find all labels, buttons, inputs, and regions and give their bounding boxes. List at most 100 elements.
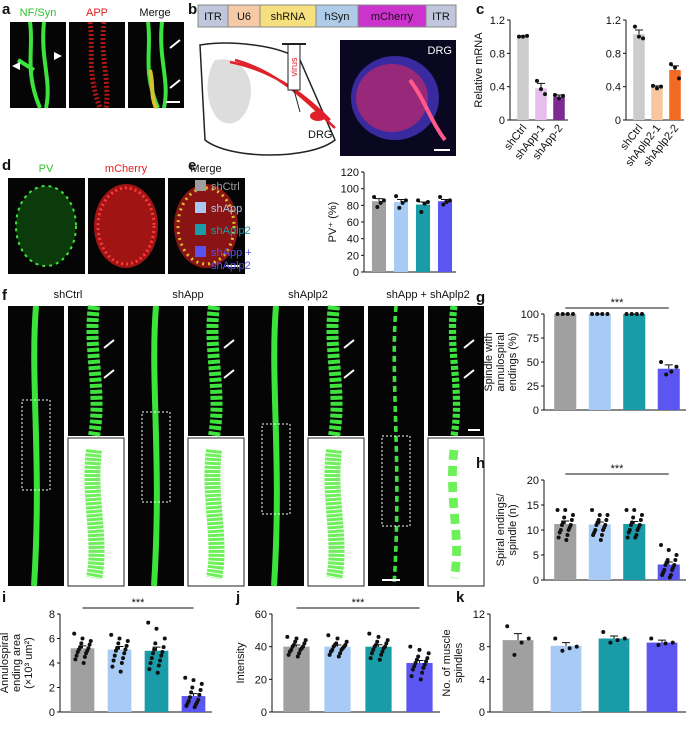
data-point xyxy=(516,34,521,39)
spindle-zoom xyxy=(326,305,343,438)
data-point xyxy=(81,661,86,665)
panel-letter: f xyxy=(2,287,8,304)
bar xyxy=(502,640,534,712)
group-label: shCtrl xyxy=(54,289,83,301)
data-point xyxy=(625,535,630,540)
data-point xyxy=(376,634,381,639)
data-point xyxy=(444,200,449,204)
arrow xyxy=(343,339,355,379)
significance-label: *** xyxy=(352,597,366,609)
data-point xyxy=(113,648,118,653)
bar xyxy=(554,314,577,410)
y-tick-label: 15 xyxy=(527,500,539,512)
data-point xyxy=(666,548,671,552)
data-point xyxy=(567,646,572,651)
y-tick-label: 10 xyxy=(527,525,539,537)
data-point xyxy=(381,198,386,203)
bar xyxy=(107,649,132,712)
data-point xyxy=(555,508,560,512)
micrographs-f: shCtrl shApp shAplp2 shApp + shAplp2 xyxy=(8,289,485,587)
y-tick-label: 8 xyxy=(479,642,485,654)
data-point xyxy=(125,638,130,643)
data-point xyxy=(368,656,373,661)
data-point xyxy=(339,647,344,652)
group-label: shApp + shAplp2 xyxy=(386,289,469,301)
data-point xyxy=(303,638,308,643)
data-point xyxy=(162,636,167,641)
y-axis-label: Intensity xyxy=(235,642,247,683)
data-point xyxy=(110,664,115,669)
data-point xyxy=(286,652,291,657)
data-point xyxy=(426,651,431,656)
y-axis-label: annulospiral xyxy=(495,332,507,391)
bar xyxy=(623,314,646,410)
drg-image: DRG xyxy=(340,40,456,156)
data-point xyxy=(562,515,567,520)
data-point xyxy=(199,681,204,686)
significance-label: *** xyxy=(132,597,146,609)
data-point xyxy=(526,636,531,641)
data-point xyxy=(534,78,539,83)
data-point xyxy=(394,194,399,199)
data-point xyxy=(525,33,530,38)
spindle xyxy=(271,305,280,587)
panel-letter: i xyxy=(2,589,6,606)
y-tick-label: 60 xyxy=(347,217,359,229)
data-point xyxy=(599,533,604,537)
data-point xyxy=(197,692,202,697)
data-point xyxy=(385,638,390,643)
data-point xyxy=(632,508,637,512)
data-point xyxy=(295,654,300,659)
micrographs-a xyxy=(10,21,184,109)
data-point xyxy=(117,636,122,641)
data-point xyxy=(669,369,674,374)
data-point xyxy=(438,195,443,199)
data-point xyxy=(638,518,643,522)
data-point xyxy=(521,34,525,39)
significance-label: *** xyxy=(611,297,625,309)
construct-label: ITR xyxy=(432,11,450,23)
data-point xyxy=(608,640,613,645)
data-point xyxy=(149,656,154,661)
data-point xyxy=(591,533,596,537)
data-point xyxy=(161,645,166,650)
y-axis-label: spindles xyxy=(453,642,465,683)
panel-letter: j xyxy=(235,589,240,606)
data-point xyxy=(597,513,602,517)
bar xyxy=(646,642,678,712)
data-point xyxy=(543,92,548,97)
data-point xyxy=(74,653,79,658)
data-point xyxy=(639,513,644,517)
data-point xyxy=(564,538,569,542)
y-tick-label: 0 xyxy=(261,707,267,719)
y-tick-label: 100 xyxy=(341,184,359,196)
arrow xyxy=(223,339,235,379)
y-axis-label: Relative mRNA xyxy=(473,32,485,108)
legend-swatch xyxy=(195,224,206,235)
zoom-box xyxy=(141,411,171,503)
data-point xyxy=(660,573,665,577)
group-label: shApp xyxy=(172,289,203,301)
data-point xyxy=(379,652,384,657)
error-bar xyxy=(664,364,673,369)
data-point xyxy=(674,364,679,369)
y-tick-label: 40 xyxy=(255,642,267,654)
spindle-zoom xyxy=(206,305,223,438)
data-point xyxy=(604,518,609,522)
group-label: shAplp2 xyxy=(288,289,328,301)
data-point xyxy=(336,654,341,659)
legend-label: shApp + xyxy=(211,247,252,259)
data-point xyxy=(155,670,160,675)
data-point xyxy=(327,652,332,657)
bar xyxy=(371,201,387,272)
data-point xyxy=(403,198,408,203)
data-point xyxy=(410,667,415,672)
data-point xyxy=(441,202,446,207)
data-point xyxy=(75,649,80,654)
data-point xyxy=(338,651,343,656)
data-point xyxy=(560,312,565,316)
y-tick-label: 50 xyxy=(527,357,539,369)
data-point xyxy=(409,674,414,679)
legend-label: shAplp2 xyxy=(211,225,251,237)
error-bar xyxy=(397,199,405,202)
